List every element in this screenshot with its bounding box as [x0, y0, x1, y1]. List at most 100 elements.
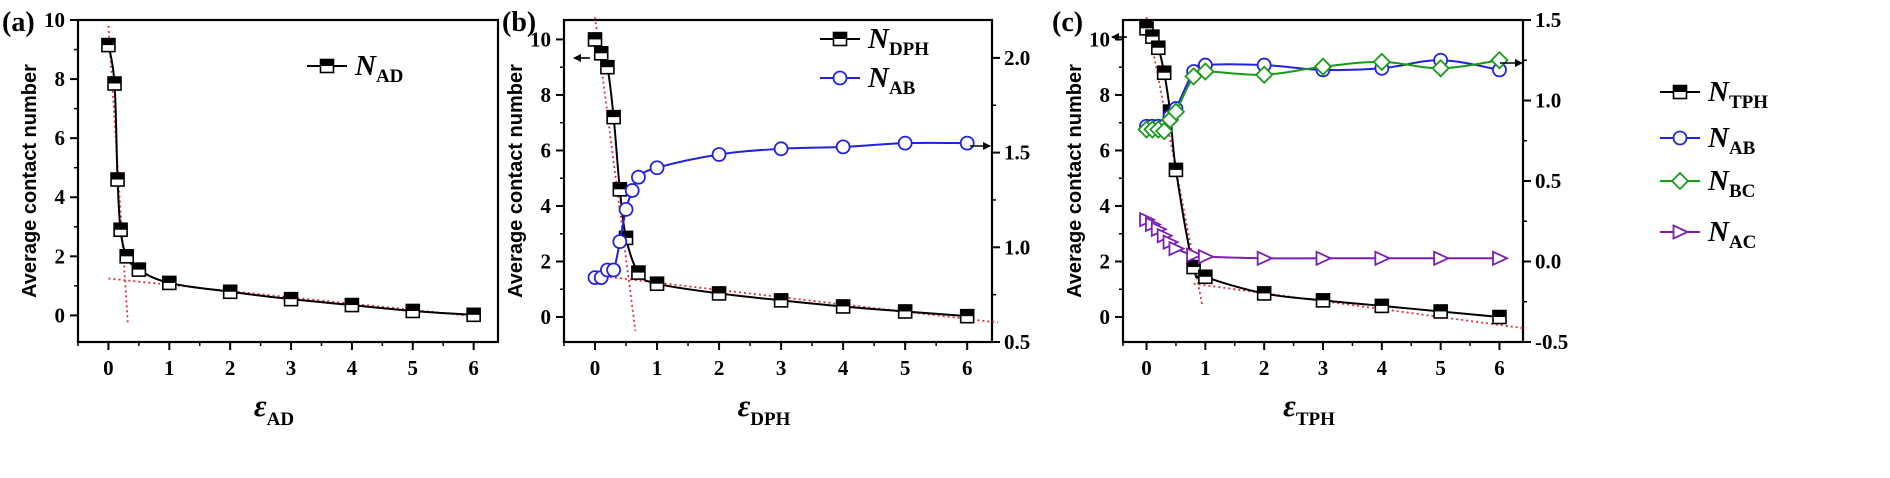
data-point-ad: [107, 76, 122, 91]
x-tick-label: 5: [900, 356, 911, 380]
panel-label: (a): [2, 7, 35, 38]
y-tick-label: 4: [541, 194, 552, 218]
data-point-ac: [1168, 240, 1186, 257]
y-tick-label: 4: [55, 185, 66, 209]
x-tick-label: 0: [590, 356, 601, 380]
x-tick-label: 0: [1141, 356, 1152, 380]
data-point-dph: [631, 265, 646, 280]
data-point-ab: [631, 169, 646, 185]
legend-entry-ab: NAB: [1660, 122, 1756, 159]
data-point-dph: [711, 286, 727, 301]
y2-tick-label: 0.0: [1535, 250, 1561, 274]
y-tick-label: 10: [44, 8, 65, 32]
data-point-ad: [119, 249, 134, 264]
x-tick-label: 0: [103, 356, 114, 380]
y-tick-label: 0: [1100, 305, 1111, 329]
data-point-tph: [1256, 286, 1272, 301]
data-point-tph: [1168, 162, 1184, 178]
data-point-dph: [606, 109, 621, 125]
y-tick-label: 2: [55, 244, 66, 268]
x-axis-label: εDPH: [738, 388, 791, 430]
y-tick-label: 6: [541, 138, 552, 162]
y2-tick-label: 1.0: [1004, 235, 1030, 259]
y2-tick-label: 1.0: [1535, 89, 1561, 113]
x-tick-label: 6: [468, 356, 479, 380]
legend-entry-bc: NBC: [1660, 165, 1755, 202]
x-tick-label: 1: [164, 356, 175, 380]
panel-label: (b): [502, 7, 536, 38]
data-point-dph: [600, 59, 615, 75]
legend-marker: [1672, 84, 1688, 100]
x-tick-label: 1: [652, 356, 663, 380]
data-point-dph: [649, 276, 665, 292]
data-point-ab: [773, 141, 789, 157]
y-tick-label: 0: [541, 305, 552, 329]
data-point-bc: [1254, 65, 1274, 85]
y-tick-label: 0: [55, 303, 66, 327]
data-point-ab: [835, 139, 851, 155]
data-point-tph: [1186, 259, 1201, 275]
y-tick-label: 8: [541, 83, 552, 107]
legend-marker: [1670, 171, 1690, 191]
legend-marker: [832, 70, 848, 86]
y-tick-label: 6: [55, 126, 66, 150]
data-point-ad: [110, 172, 125, 187]
x-tick-label: 6: [1494, 356, 1505, 380]
legend-entry-ac: NAC: [1660, 216, 1756, 253]
data-point-ab: [959, 135, 975, 151]
data-point-tph: [1198, 269, 1213, 285]
x-tick-label: 3: [286, 356, 297, 380]
data-point-tph: [1374, 298, 1390, 314]
y-tick-label: 6: [1100, 138, 1111, 162]
chart-panel-b: 0 1 2 3 4 5 6 0 2 4 6 8 10 0.5 1.0 1.5 2.0 Average contac…: [502, 7, 1030, 430]
data-point-ab: [606, 262, 622, 278]
y-tick-label: 10: [1089, 27, 1110, 51]
data-point-ad: [113, 222, 128, 238]
x-tick-label: 2: [1259, 356, 1270, 380]
data-point-bc: [1196, 62, 1215, 81]
data-point-ad: [466, 307, 481, 323]
chart-panel-a: 0 1 2 3 4 5 6 0 2 4 6 8 10 Average contact number εAD (…: [2, 7, 500, 430]
data-point-ad: [283, 291, 299, 307]
y-tick-label: 10: [530, 27, 551, 51]
data-point-bc: [1490, 50, 1509, 70]
y2-tick-label: -0.5: [1535, 330, 1568, 354]
panel-label: (c): [1052, 7, 1083, 38]
y2-tick-label: 0.5: [1535, 169, 1561, 193]
legend-entry-ab: NAB: [820, 62, 916, 99]
legend-marker: [1672, 224, 1690, 240]
plot-frame: [76, 18, 500, 344]
legend-marker: [832, 31, 848, 47]
y2-tick-label: 2.0: [1004, 46, 1030, 70]
x-tick-label: 5: [408, 356, 419, 380]
data-point-dph: [612, 182, 628, 197]
y-axis-label: Average contact number: [1064, 64, 1086, 298]
x-axis-label: εAD: [254, 388, 294, 430]
data-point-bc: [1313, 57, 1333, 76]
data-point-ad: [162, 275, 177, 291]
legend-label: NAB: [1707, 122, 1756, 159]
data-point-ab: [897, 135, 913, 151]
data-point-ac: [1256, 250, 1274, 267]
data-point-ad: [344, 297, 360, 313]
y2-tick-label: 0.5: [1004, 330, 1030, 354]
data-point-ab: [624, 183, 640, 198]
chart-panel-c: 0 1 2 3 4 5 6 0 2 4 6 8 10 -0.5 0.0 0.5 1.0 1.5 Average co…: [1052, 7, 1768, 430]
data-point-dph: [587, 32, 603, 47]
data-point-bc: [1431, 59, 1450, 78]
data-point-tph: [1150, 40, 1166, 56]
data-point-tph: [1433, 304, 1448, 319]
y2-tick-label: 1.5: [1535, 8, 1561, 32]
x-tick-label: 4: [1377, 356, 1388, 380]
legend-entry-ad: NAD: [307, 50, 403, 87]
legend-entry-tph: NTPH: [1660, 76, 1768, 113]
x-tick-label: 6: [962, 356, 973, 380]
data-point-ac: [1492, 250, 1510, 267]
data-point-bc: [1372, 52, 1392, 72]
series-line-ab: [594, 141, 968, 280]
data-point-dph: [593, 46, 609, 61]
y-axis-label: Average contact number: [505, 64, 527, 298]
data-point-tph: [1156, 65, 1172, 81]
x-tick-label: 5: [1435, 356, 1446, 380]
